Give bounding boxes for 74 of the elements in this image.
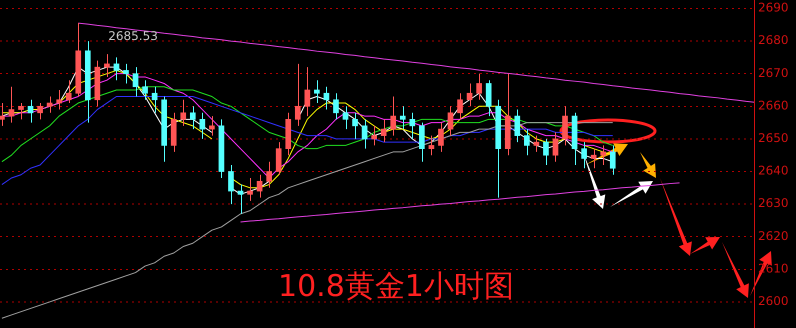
y-tick-label: 2600 xyxy=(758,294,789,308)
candlestick xyxy=(18,102,24,120)
candlestick xyxy=(114,56,120,81)
candlestick xyxy=(590,148,596,169)
candlestick xyxy=(123,63,129,84)
y-tick-label: 2620 xyxy=(758,228,789,243)
candlestick xyxy=(524,128,530,156)
candlestick xyxy=(104,54,110,78)
candlestick xyxy=(324,86,330,110)
candlestick xyxy=(266,161,272,188)
y-tick-label: 2650 xyxy=(758,131,789,146)
candlestick xyxy=(209,116,215,136)
y-tick-label: 2690 xyxy=(758,0,789,15)
candlestick xyxy=(504,73,511,156)
candlestick xyxy=(409,112,416,140)
candlestick xyxy=(8,86,14,124)
y-tick-label: 2670 xyxy=(758,66,789,80)
candlestick xyxy=(543,138,549,166)
candlestick xyxy=(66,80,72,104)
candlestick xyxy=(342,106,348,130)
candlestick xyxy=(285,112,292,156)
candlestick xyxy=(610,144,616,176)
candlestick xyxy=(37,102,43,120)
candlestick xyxy=(572,112,578,166)
text: 10.8黄金1小时图 xyxy=(278,268,514,306)
candlestick xyxy=(56,89,62,110)
candlestick xyxy=(294,63,301,126)
candlestick xyxy=(562,106,568,146)
candlestick xyxy=(247,178,253,202)
candlestick xyxy=(94,60,100,107)
candlestick xyxy=(228,164,234,205)
candlestick xyxy=(152,86,158,114)
candlestick xyxy=(581,142,587,169)
candlestick xyxy=(180,99,186,126)
candlestick xyxy=(314,80,320,104)
candlestick xyxy=(0,102,5,126)
candlestick xyxy=(419,122,425,162)
candlestick xyxy=(75,22,82,98)
candlestick xyxy=(276,142,282,176)
candlestick xyxy=(600,144,606,166)
candlestick xyxy=(84,40,91,124)
candlestick xyxy=(46,96,52,114)
y-tick-label: 2640 xyxy=(758,164,789,178)
candlestick xyxy=(476,73,482,100)
candlestick xyxy=(495,99,502,198)
y-tick-label: 2630 xyxy=(758,196,789,210)
candlestick xyxy=(132,66,138,98)
candlestick xyxy=(448,106,454,136)
candlestick xyxy=(170,112,177,152)
candlestick xyxy=(362,118,368,150)
candlestick xyxy=(256,174,262,198)
candlestick xyxy=(552,132,558,162)
candlestick xyxy=(457,92,463,120)
candlestick xyxy=(466,82,472,107)
candlestick xyxy=(142,80,148,100)
annotation: 2685.53 xyxy=(108,29,158,44)
candlestick xyxy=(333,92,339,120)
candlestick xyxy=(218,118,224,179)
candlestick xyxy=(400,106,406,130)
candlestick xyxy=(486,80,492,117)
candlestick xyxy=(304,66,310,117)
candlestick xyxy=(390,96,396,136)
candlestick xyxy=(190,106,196,130)
candlestick xyxy=(200,112,206,140)
candlestick xyxy=(380,118,387,143)
candlestick xyxy=(514,109,520,143)
candlestick xyxy=(428,135,434,156)
candlestick xyxy=(238,184,244,214)
candlestick xyxy=(28,99,34,124)
y-tick-label: 2660 xyxy=(758,98,789,112)
y-tick-label: 2680 xyxy=(758,33,789,48)
candlestick xyxy=(161,96,167,162)
candlestick xyxy=(352,112,358,140)
candlestick xyxy=(438,122,444,152)
